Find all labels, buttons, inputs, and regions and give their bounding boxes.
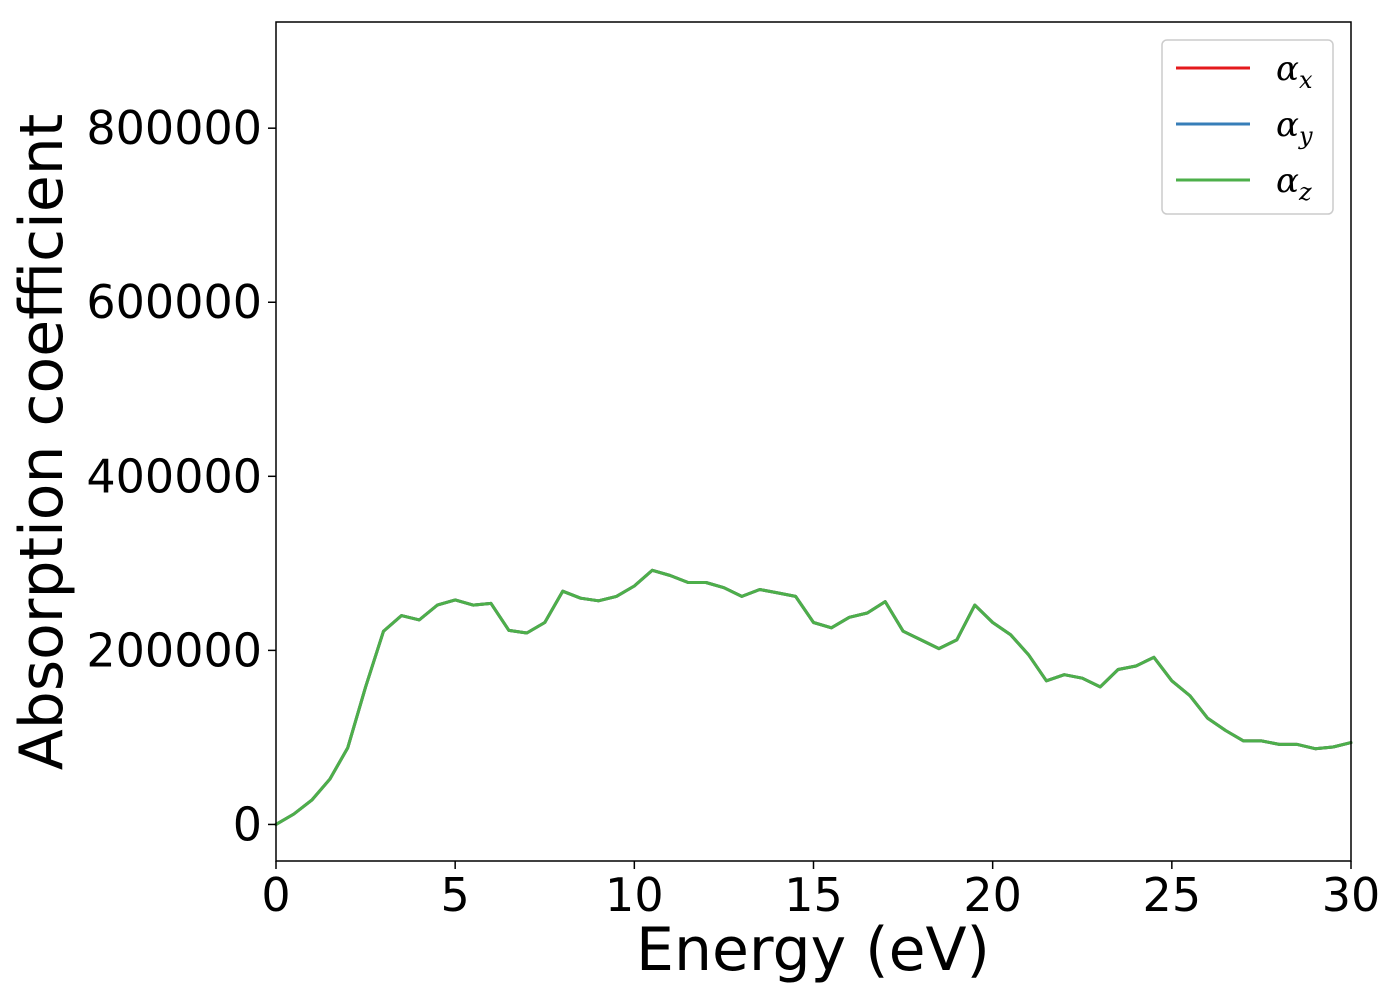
y-tick-label: 200000 — [86, 623, 262, 677]
x-axis-title: Energy (eV) — [636, 915, 990, 985]
x-tick-label: 30 — [1322, 868, 1381, 922]
y-axis-ticks: 0 200000 400000 600000 800000 — [86, 101, 276, 851]
x-tick-label: 5 — [441, 868, 470, 922]
series-line-alpha-z — [274, 568, 1353, 826]
y-tick-label: 600000 — [86, 275, 262, 329]
y-axis-title: Absorption coefficient — [7, 114, 77, 771]
x-tick-label: 10 — [605, 868, 664, 922]
y-tick-label: 800000 — [86, 101, 262, 155]
y-tick-label: 400000 — [86, 449, 262, 503]
series-layer — [274, 568, 1353, 826]
legend-box — [1161, 39, 1334, 215]
x-tick-label: 15 — [784, 868, 843, 922]
y-tick-label: 0 — [233, 797, 262, 851]
x-tick-label: 20 — [963, 868, 1022, 922]
x-tick-label: 0 — [261, 868, 290, 922]
x-axis-ticks: 0 5 10 15 20 25 30 — [261, 861, 1380, 922]
x-tick-label: 25 — [1143, 868, 1202, 922]
